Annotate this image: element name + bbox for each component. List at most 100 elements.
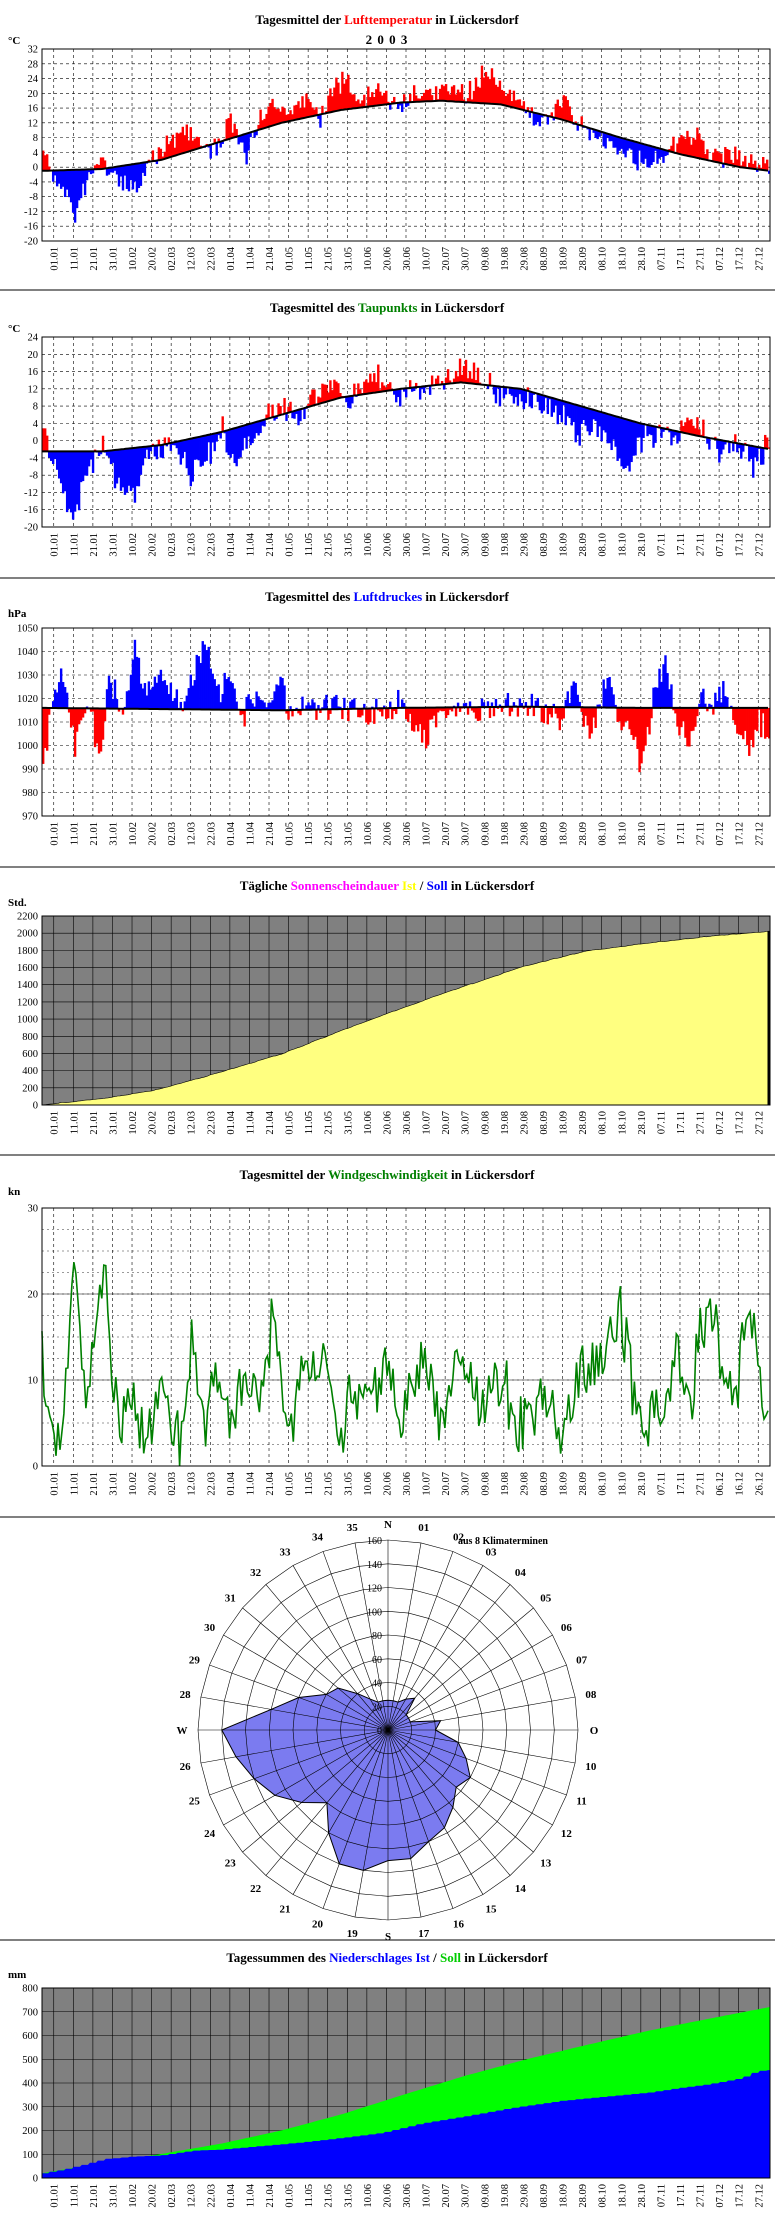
press-deviation-bar bbox=[598, 704, 601, 708]
dew-deviation-bar bbox=[377, 364, 380, 393]
press-deviation-bar bbox=[217, 684, 220, 710]
press-deviation-bar bbox=[592, 707, 595, 718]
dew-deviation-bar bbox=[752, 445, 755, 478]
wind-ytick-label: 10 bbox=[28, 1376, 39, 1387]
temp-deviation-bar bbox=[700, 139, 703, 159]
temp-title-part-1: Lufttemperatur bbox=[344, 12, 432, 27]
dew-deviation-bar bbox=[512, 387, 516, 404]
dew-deviation-bar bbox=[243, 425, 246, 438]
dew-title-part-0: Tagesmittel des bbox=[270, 300, 358, 315]
temp-deviation-bar bbox=[257, 124, 260, 131]
temp-deviation-bar bbox=[347, 74, 350, 110]
dew-deviation-bar bbox=[335, 381, 338, 400]
press-deviation-bar bbox=[476, 707, 480, 722]
dew-deviation-bar bbox=[460, 374, 464, 383]
dew-deviation-bar bbox=[65, 451, 69, 513]
dew-deviation-bar bbox=[508, 387, 512, 395]
sun-xtick-label: 17.11 bbox=[676, 1111, 687, 1134]
press-deviation-bar bbox=[602, 679, 605, 708]
dew-ytick-label: 12 bbox=[28, 384, 39, 395]
temp-deviation-bar bbox=[416, 98, 420, 102]
rain-ist-area bbox=[42, 2070, 770, 2178]
sun-xtick-label: 21.01 bbox=[89, 1111, 100, 1135]
temp-deviation-bar bbox=[101, 157, 105, 169]
temp-deviation-bar bbox=[85, 169, 89, 181]
temp-deviation-bar bbox=[682, 136, 685, 155]
dew-xtick-label: 31.01 bbox=[108, 533, 119, 557]
press-deviation-bar bbox=[117, 708, 121, 712]
press-deviation-bar bbox=[299, 709, 302, 716]
press-xtick-label: 11.01 bbox=[69, 822, 80, 845]
press-deviation-bar bbox=[552, 703, 555, 708]
dew-deviation-bar bbox=[181, 440, 185, 459]
press-deviation-bar bbox=[63, 687, 67, 709]
press-deviation-bar bbox=[662, 664, 665, 708]
wind-speed-line bbox=[41, 1262, 769, 1467]
dew-xtick-label: 22.03 bbox=[206, 533, 217, 557]
dew-deviation-bar bbox=[748, 445, 751, 462]
wind-ytick-label: 30 bbox=[28, 1204, 39, 1215]
dew-deviation-bar bbox=[718, 439, 721, 463]
temp-deviation-bar bbox=[488, 79, 492, 104]
temp-deviation-bar bbox=[273, 107, 276, 126]
dew-deviation-bar bbox=[209, 434, 212, 464]
temp-deviation-bar bbox=[598, 130, 601, 137]
temp-deviation-bar bbox=[371, 92, 374, 107]
press-deviation-bar bbox=[638, 707, 641, 773]
temp-deviation-bar bbox=[313, 109, 316, 116]
temp-deviation-bar bbox=[197, 137, 200, 149]
dew-xtick-label: 28.09 bbox=[578, 533, 589, 557]
dew-deviation-bar bbox=[121, 449, 125, 488]
sun-ytick-label: 1800 bbox=[17, 946, 38, 957]
dew-deviation-bar bbox=[428, 385, 432, 395]
rose-spoke-label: 10 bbox=[585, 1761, 597, 1773]
press-deviation-bar bbox=[738, 707, 741, 735]
press-deviation-bar bbox=[762, 707, 765, 714]
temp-deviation-bar bbox=[442, 86, 446, 101]
press-deviation-bar bbox=[75, 708, 79, 732]
temp-deviation-bar bbox=[381, 95, 384, 105]
temp-deviation-bar bbox=[662, 149, 665, 163]
temp-deviation-bar bbox=[748, 162, 751, 169]
dew-deviation-bar bbox=[590, 408, 593, 432]
rain-ytick-label: 800 bbox=[22, 1984, 38, 1995]
temp-deviation-bar bbox=[77, 169, 81, 201]
temp-xtick-label: 09.08 bbox=[480, 247, 491, 271]
temp-ytick-label: -20 bbox=[24, 237, 38, 248]
temp-deviation-bar bbox=[229, 113, 232, 139]
temp-deviation-bar bbox=[494, 84, 498, 105]
dew-deviation-bar bbox=[560, 400, 563, 423]
temp-xtick-label: 11.01 bbox=[69, 247, 80, 270]
dew-deviation-bar bbox=[317, 396, 320, 405]
rose-spoke-label: 07 bbox=[576, 1655, 588, 1667]
press-deviation-bar bbox=[61, 682, 65, 709]
dew-deviation-bar bbox=[744, 442, 747, 445]
dew-deviation-bar bbox=[297, 410, 300, 426]
dew-deviation-bar bbox=[135, 447, 139, 487]
wind-xtick-label: 28.09 bbox=[578, 1472, 589, 1496]
press-deviation-bar bbox=[99, 708, 103, 752]
rose-spoke bbox=[209, 1729, 389, 1796]
sun-xtick-label: 19.08 bbox=[500, 1111, 511, 1135]
dew-deviation-bar bbox=[271, 404, 274, 418]
temp-xtick-label: 31.01 bbox=[108, 247, 119, 271]
temp-deviation-bar bbox=[502, 91, 506, 105]
wind-plot-border bbox=[41, 1207, 771, 1467]
dew-deviation-bar bbox=[446, 369, 450, 384]
press-deviation-bar bbox=[121, 708, 125, 715]
temp-deviation-bar bbox=[454, 94, 458, 102]
dew-deviation-bar bbox=[592, 409, 595, 420]
rose-radial-label: 40 bbox=[372, 1679, 382, 1690]
press-deviation-bar bbox=[283, 685, 286, 711]
sun-title-part-5: Soll bbox=[427, 878, 448, 893]
press-deviation-bar bbox=[269, 702, 272, 711]
press-deviation-bar bbox=[391, 708, 394, 720]
dew-deviation-bar bbox=[139, 447, 143, 475]
temp-deviation-bar bbox=[766, 159, 769, 171]
temp-deviation-bar bbox=[369, 97, 372, 107]
wind-xtick-label: 08.10 bbox=[598, 1472, 609, 1496]
temp-deviation-bar bbox=[538, 113, 542, 127]
press-deviation-bar bbox=[588, 707, 591, 739]
press-deviation-bar bbox=[472, 707, 476, 713]
temp-deviation-bar bbox=[482, 77, 486, 104]
